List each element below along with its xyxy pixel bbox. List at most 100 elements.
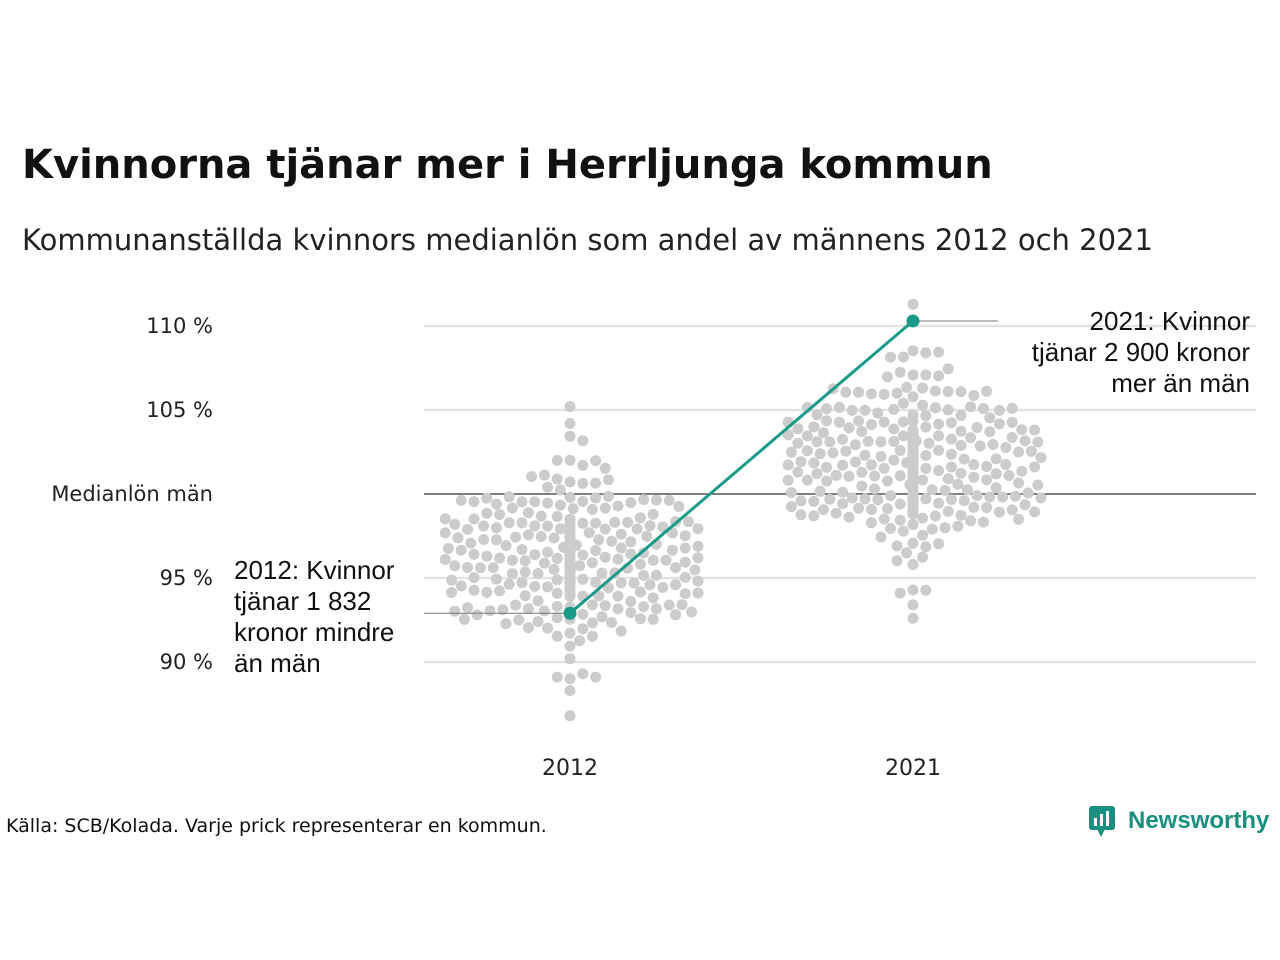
municipality-dot [968, 459, 980, 471]
municipality-dot [907, 345, 919, 357]
municipality-dot [888, 423, 900, 435]
municipality-dot [462, 523, 474, 535]
municipality-dot [891, 387, 903, 399]
municipality-dot [929, 402, 941, 414]
municipality-dot [446, 574, 458, 586]
municipality-dot [1009, 490, 1021, 502]
municipality-dot [660, 554, 672, 566]
municipality-dot [625, 536, 637, 548]
municipality-dot [551, 587, 563, 599]
municipality-dot [993, 418, 1005, 430]
municipality-dot [958, 453, 970, 465]
municipality-dot [468, 584, 480, 596]
municipality-dot [638, 494, 650, 505]
municipality-dot [907, 537, 919, 549]
municipality-dot [551, 552, 563, 564]
municipality-dot [984, 426, 996, 438]
municipality-dot [644, 579, 656, 591]
municipality-dot [506, 554, 518, 566]
municipality-dot [494, 552, 506, 564]
municipality-dot [490, 534, 502, 546]
municipality-dot [554, 484, 566, 496]
municipality-dot [933, 465, 945, 477]
municipality-dot [917, 399, 929, 411]
municipality-dot [942, 473, 954, 485]
municipality-dot [894, 587, 906, 599]
annotation-line: tjänar 2 900 kronor [1032, 337, 1251, 367]
municipality-dot [615, 528, 627, 540]
municipality-dot [692, 587, 704, 599]
municipality-dot [811, 468, 823, 480]
municipality-dot [917, 474, 929, 486]
municipality-dot [833, 416, 845, 428]
municipality-dot [917, 382, 929, 394]
municipality-dot [670, 562, 682, 574]
municipality-dot [577, 477, 589, 489]
municipality-dot [907, 506, 919, 518]
municipality-dot [462, 562, 474, 573]
source-note: Källa: SCB/Kolada. Varje prick represent… [6, 815, 547, 837]
municipality-dot [567, 503, 579, 515]
municipality-dot [551, 630, 563, 642]
municipality-dot [551, 511, 563, 522]
municipality-dot [481, 550, 493, 562]
municipality-dot [538, 605, 550, 617]
municipality-dot [650, 603, 662, 615]
municipality-dot [500, 618, 512, 630]
municipality-dot [586, 599, 598, 611]
municipality-dot [785, 446, 797, 458]
municipality-dot [907, 444, 919, 456]
municipality-dot [859, 449, 871, 461]
municipality-dot [564, 476, 576, 488]
municipality-dot [602, 491, 614, 502]
municipality-dot [657, 521, 669, 533]
municipality-dot [782, 459, 794, 471]
municipality-dot [837, 486, 849, 498]
municipality-dot [811, 436, 823, 448]
municipality-dot [500, 540, 512, 551]
municipality-dot [945, 494, 957, 505]
municipality-dot [590, 492, 602, 504]
municipality-dot [974, 440, 986, 452]
municipality-dot [1032, 479, 1044, 491]
municipality-dot [814, 485, 826, 497]
municipality-dot [481, 492, 493, 504]
municipality-dot [481, 586, 493, 598]
municipality-dot [888, 403, 900, 415]
municipality-dot [907, 467, 919, 479]
municipality-dot [506, 502, 518, 514]
municipality-dot [564, 576, 576, 588]
municipality-dot [586, 503, 598, 515]
municipality-dot [449, 518, 461, 530]
municipality-dot [971, 490, 983, 502]
municipality-dot [933, 430, 945, 442]
municipality-dot [564, 548, 576, 560]
municipality-dot [817, 427, 829, 439]
municipality-dot [564, 627, 576, 639]
y-axis-ticks: 90 % 95 % Medianlön män 105 % 110 % [51, 314, 213, 674]
highlight-point-2012 [563, 606, 577, 620]
municipality-dot [586, 630, 598, 642]
y-tick-label: 105 % [146, 398, 213, 422]
municipality-dot [939, 484, 951, 496]
municipality-dot [513, 614, 525, 626]
municipality-dot [865, 459, 877, 471]
municipality-dot [849, 439, 861, 451]
municipality-dot [650, 494, 662, 506]
municipality-dot [564, 590, 576, 602]
municipality-dot [955, 509, 967, 521]
municipality-dot [897, 416, 909, 428]
municipality-dot [590, 576, 602, 588]
annotations: 2012: Kvinnor tjänar 1 832 kronor mindre än… [234, 306, 1250, 678]
municipality-dot [907, 369, 919, 381]
municipality-dot [532, 616, 544, 628]
newsworthy-logo[interactable]: Newsworthy [1089, 806, 1270, 837]
municipality-dot [792, 437, 804, 449]
municipality-dot [917, 512, 929, 524]
municipality-dot [490, 522, 502, 534]
municipality-dot [923, 437, 935, 449]
municipality-dot [984, 412, 996, 424]
municipality-dot [577, 517, 589, 529]
municipality-dot [920, 493, 932, 505]
municipality-dot [792, 423, 804, 435]
